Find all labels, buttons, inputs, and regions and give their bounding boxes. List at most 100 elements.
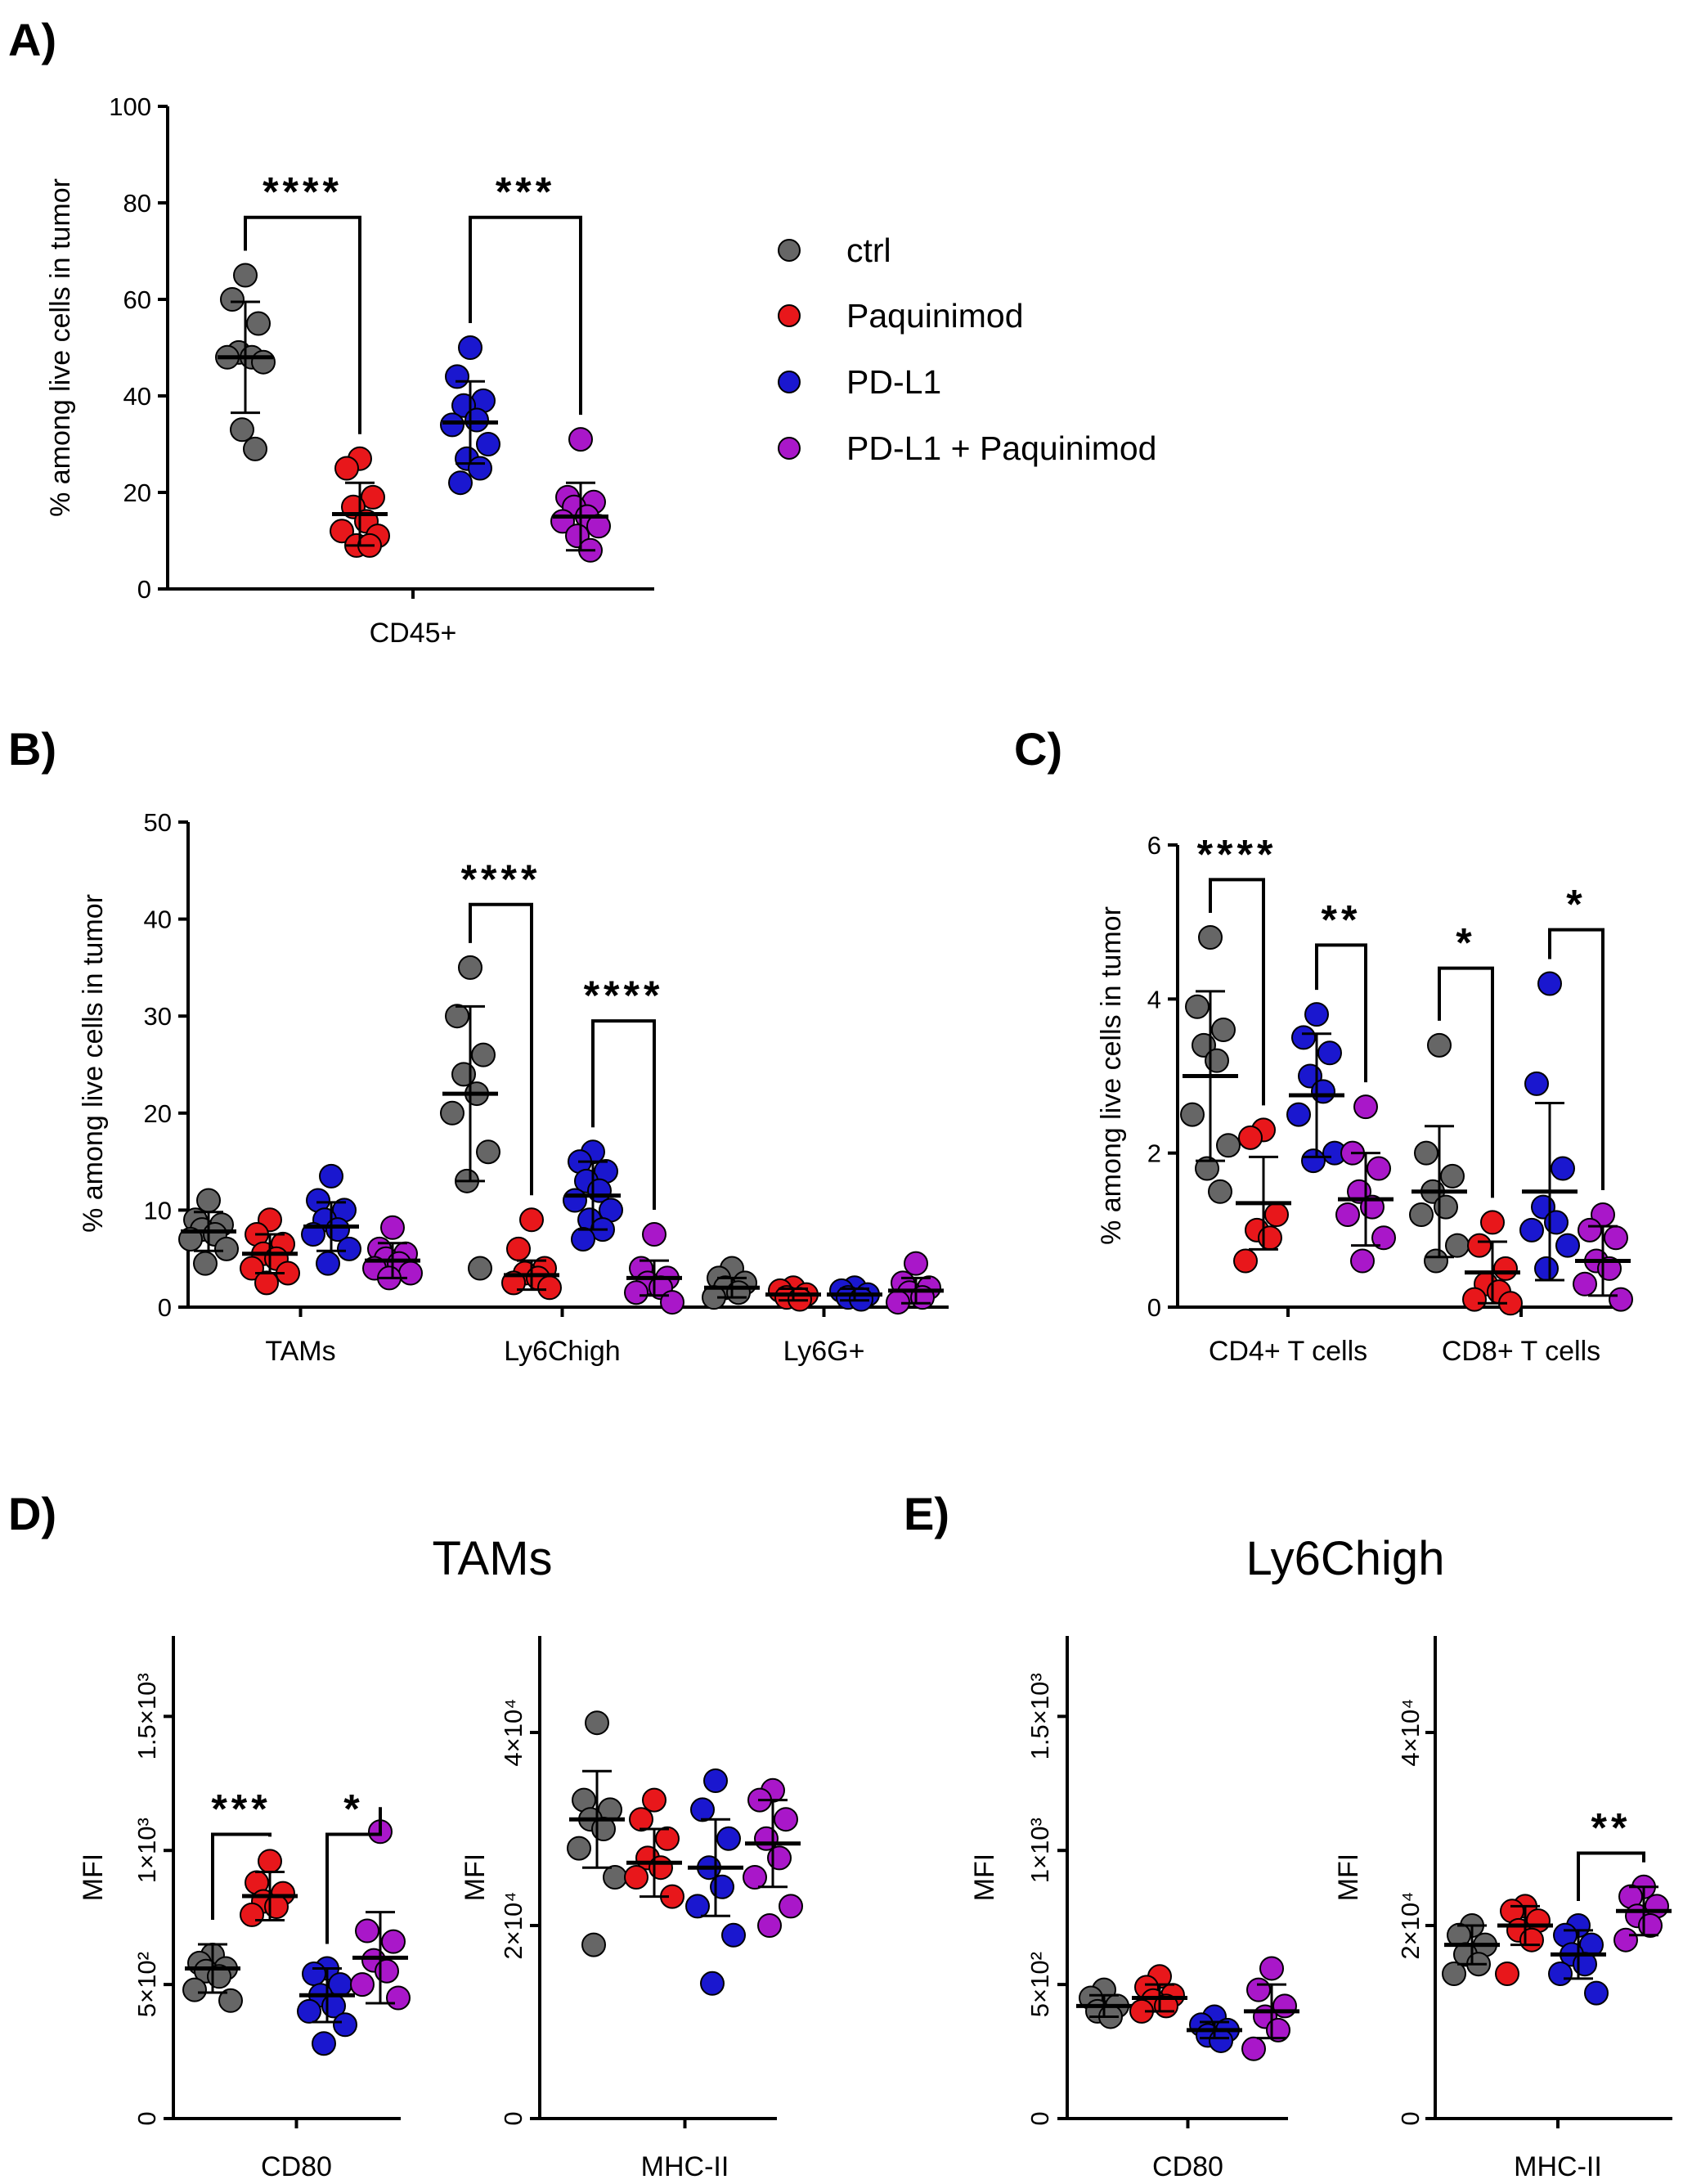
legend-label-ctrl: ctrl [846,231,891,269]
p2-point-ctrl-1-7 [1424,1248,1448,1274]
p2-significance-3: * [1566,882,1586,928]
p3-point-paquinimod-0-5 [240,1902,264,1927]
plot-e-cd80: 0 5×10² 1×10³ 1.5×10³ MFI CD80 [969,1636,1299,2182]
p1-ytick-label-5: 50 [144,808,172,837]
p0-point-pd-l1-0-8 [468,456,492,481]
p3-y-label: MFI [78,1854,109,1902]
p1-point-pd-l1-paquinimod-1-0 [642,1222,666,1247]
p4-point-ctrl-0-0 [585,1710,609,1736]
p0-point-pd-l1-0-4 [465,407,489,433]
p2-significance-1: ** [1322,897,1362,942]
p2-significance-0: **** [1197,831,1277,877]
p1-point-pd-l1-paquinimod-0-6 [398,1261,423,1286]
p0-ytick-label-4: 80 [123,189,151,218]
p1-point-paquinimod-1-1 [506,1236,531,1261]
p0-point-ctrl-0-1 [220,287,245,312]
plot-d-mhc-ii: 0 2×10⁴ 4×10⁴ MFI MHC-II [460,1636,803,2182]
p6-point-ctrl-0-5 [1442,1962,1466,1986]
p3-bracket-1 [325,1807,382,1944]
p2-point-ctrl-1-2 [1440,1163,1465,1189]
legend-marker-pd-l1-paquinimod [778,437,801,460]
p2-point-pd-l1-1-7 [1534,1256,1559,1281]
p4-ytick-label-2: 4×10⁴ [499,1698,527,1766]
p0-ytick-label-2: 40 [123,382,151,411]
p0-significance-1: *** [496,169,555,215]
p2-category-label-cd4-t-cells: CD4+ T cells [1209,1336,1367,1367]
p6-y-label: MFI [1333,1854,1364,1902]
p5-ytick-label-2: 1×10³ [1026,1818,1054,1883]
p3-point-pd-l1-0-7 [312,2031,336,2056]
p0-point-paquinimod-0-1 [334,456,359,481]
p1-significance-1: **** [584,973,664,1018]
p2-point-paquinimod-1-5 [1462,1287,1487,1312]
p5-ytick-label-1: 5×10² [1026,1952,1054,2017]
p2-point-paquinimod-0-5 [1233,1248,1258,1274]
p2-ytick-label-2: 4 [1147,985,1161,1013]
p0-ytick-label-0: 0 [137,575,151,604]
p0-point-pd-l1-paquinimod-0-0 [568,427,593,452]
p0-bracket-1 [469,215,582,416]
p1-point-ctrl-1-1 [445,1004,469,1029]
p4-point-pd-l1-0-1 [690,1797,715,1822]
p4-point-pd-l1-0-6 [721,1922,746,1948]
plot-b-myeloid: 0 10 20 30 40 50 % among live cells in tumor TA… [78,808,949,1367]
p2-point-ctrl-0-0 [1198,925,1223,950]
p5-ytick-label-0: 0 [1026,2111,1054,2125]
p3-ytick-label-1: 5×10² [132,1952,161,2017]
p5-ytick-label-3: 1.5×10³ [1026,1673,1054,1759]
p4-point-ctrl-0-7 [581,1932,606,1957]
p2-point-ctrl-1-1 [1414,1140,1438,1166]
p0-y-label: % among live cells in tumor [45,178,76,517]
p2-point-pd-l1-1-2 [1551,1156,1575,1181]
p0-point-ctrl-0-7 [230,417,254,443]
p2-point-pd-l1-paquinimod-1-6 [1609,1287,1633,1312]
p5-point-pd-l1-paquinimod-0-1 [1246,1977,1271,2002]
p2-point-paquinimod-0-1 [1238,1125,1263,1150]
p2-bracket-3 [1548,928,1604,1190]
p4-point-ctrl-0-6 [603,1865,627,1890]
p0-category-label-cd45: CD45+ [370,618,457,649]
p4-point-pd-l1-paquinimod-0-4 [767,1845,792,1871]
p2-point-ctrl-0-7 [1195,1156,1219,1181]
p6-point-pd-l1-0-5 [1548,1962,1573,1986]
p2-point-pd-l1-paquinimod-0-5 [1335,1202,1360,1227]
p2-point-ctrl-0-4 [1205,1048,1229,1073]
p6-point-pd-l1-paquinimod-0-4 [1638,1913,1663,1938]
p2-point-pd-l1-1-0 [1537,971,1562,996]
legend-label-pd-l1-paquinimod: PD-L1 + Paquinimod [846,429,1156,467]
p2-point-ctrl-0-1 [1185,994,1210,1019]
p1-ytick-label-4: 40 [144,906,172,934]
p3-point-ctrl-0-6 [218,1988,243,2013]
plot-e-mhc-ii: 0 2×10⁴ 4×10⁴ MFI MHC-II ** [1333,1636,1672,2182]
p2-point-pd-l1-0-5 [1286,1102,1311,1127]
p1-point-ctrl-0-6 [214,1236,239,1261]
p2-bracket-0 [1209,878,1265,1106]
p1-point-pd-l1-0-6 [337,1236,361,1261]
p1-point-ctrl-1-3 [451,1062,476,1087]
p2-point-pd-l1-0-2 [1317,1040,1342,1066]
p4-y-label: MFI [460,1854,491,1902]
p6-point-paquinimod-0-5 [1495,1962,1519,1986]
p1-y-label: % among live cells in tumor [78,894,109,1233]
panel-label-d: D) [8,1488,56,1539]
p0-bracket-0 [244,215,361,434]
p1-point-pd-l1-1-5 [563,1188,587,1213]
legend-marker-ctrl [778,239,801,262]
panel-label-b: B) [8,723,56,775]
p1-point-paquinimod-1-0 [519,1207,544,1233]
p0-ytick-label-1: 20 [123,479,151,507]
p1-point-paquinimod-0-7 [254,1270,279,1296]
p0-point-paquinimod-0-2 [361,484,385,510]
p0-point-pd-l1-0-5 [440,412,465,438]
p1-point-ctrl-1-5 [440,1100,465,1126]
p5-y-label: MFI [969,1854,1000,1902]
p2-point-pd-l1-0-4 [1311,1079,1335,1104]
p6-ytick-label-0: 0 [1396,2111,1425,2125]
p2-ytick-label-1: 2 [1147,1139,1161,1168]
legend: ctrl Paquinimod PD-L1 PD-L1 + Paquinimod [778,231,1156,467]
p1-ytick-label-1: 10 [144,1196,172,1225]
p1-point-ctrl-0-7 [193,1251,218,1276]
p1-ytick-label-2: 20 [144,1099,172,1128]
